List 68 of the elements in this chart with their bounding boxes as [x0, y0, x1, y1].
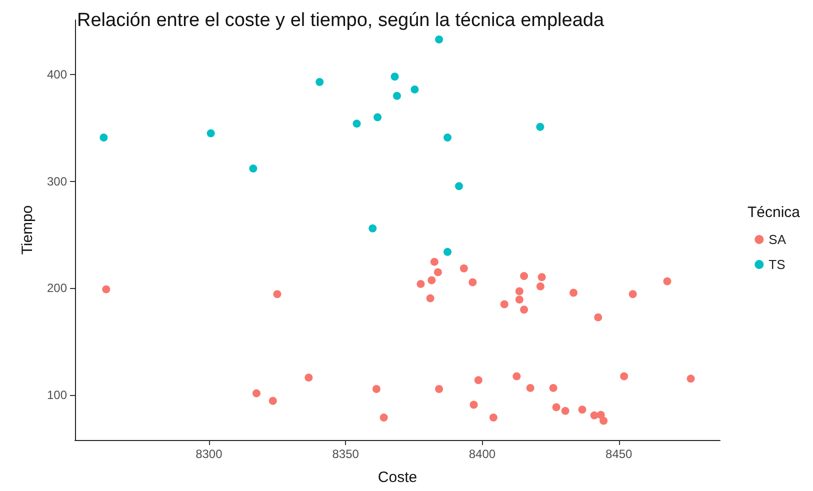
- point: [100, 134, 108, 142]
- point: [474, 376, 482, 384]
- point: [536, 282, 544, 290]
- point: [435, 385, 444, 394]
- point: [515, 296, 524, 304]
- point: [596, 410, 605, 419]
- point: [435, 35, 444, 44]
- point: [444, 134, 452, 142]
- x-tick-label: 8450: [606, 447, 633, 461]
- x-tick-label: 8300: [196, 447, 223, 461]
- y-tick-label: 400: [46, 68, 68, 82]
- point: [628, 290, 637, 298]
- point: [552, 403, 560, 412]
- point: [594, 313, 602, 322]
- point: [304, 374, 313, 382]
- point: [380, 414, 388, 422]
- point: [455, 182, 463, 190]
- chart-title: Relación entre el coste y el tiempo, según la técnica empleada: [77, 10, 604, 31]
- y-tick-label: 200: [46, 281, 68, 296]
- point: [536, 122, 544, 131]
- point: [252, 389, 260, 398]
- point: [428, 276, 436, 284]
- point: [489, 414, 498, 422]
- point: [620, 372, 628, 380]
- point: [512, 372, 521, 380]
- point: [561, 406, 570, 415]
- point: [526, 384, 534, 392]
- x-tick-label: 8350: [332, 447, 360, 461]
- y-tick-label: 300: [46, 174, 68, 188]
- point: [520, 306, 528, 314]
- point: [444, 248, 452, 256]
- point: [268, 396, 277, 405]
- point: [538, 273, 546, 282]
- point: [392, 92, 401, 100]
- point: [500, 300, 508, 308]
- point: [273, 290, 282, 298]
- point: [206, 129, 215, 138]
- point: [468, 278, 477, 286]
- point: [549, 384, 558, 392]
- point: [372, 385, 380, 394]
- legend-title: Técnica: [747, 204, 801, 221]
- point: [416, 280, 425, 288]
- legend-label: TS: [768, 257, 786, 272]
- point: [410, 85, 419, 94]
- point: [390, 72, 399, 81]
- point: [570, 288, 578, 297]
- legend-label: SA: [768, 232, 786, 247]
- point: [686, 374, 695, 383]
- y-axis-title: Tiempo: [19, 205, 36, 255]
- point: [434, 268, 442, 276]
- point: [663, 277, 672, 286]
- point: [249, 164, 258, 173]
- point: [520, 272, 528, 280]
- x-axis-title: Coste: [378, 469, 418, 486]
- y-tick-label: 100: [46, 388, 68, 402]
- point: [352, 120, 361, 128]
- point: [374, 113, 382, 122]
- point: [578, 406, 586, 414]
- point: [430, 258, 438, 266]
- x-tick-label: 8400: [468, 447, 496, 461]
- point: [470, 400, 478, 409]
- point: [515, 287, 524, 296]
- point: [426, 294, 434, 302]
- point: [600, 416, 608, 425]
- point: [102, 285, 110, 294]
- point: [368, 224, 377, 232]
- point: [316, 78, 324, 86]
- point: [460, 264, 468, 272]
